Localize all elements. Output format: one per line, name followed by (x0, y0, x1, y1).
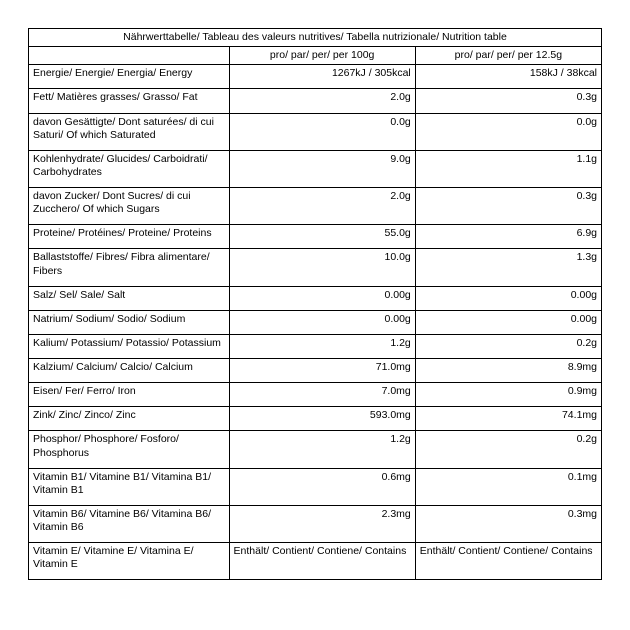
row-value-per100: 593.0mg (229, 407, 415, 431)
row-label: Eisen/ Fer/ Ferro/ Iron (29, 383, 230, 407)
table-title: Nährwerttabelle/ Tableau des valeurs nut… (29, 29, 602, 47)
row-value-per12-5: 0.2g (415, 431, 601, 468)
row-label: davon Zucker/ Dont Sucres/ di cui Zucche… (29, 188, 230, 225)
header-empty (29, 47, 230, 65)
row-value-per12-5: 1.1g (415, 150, 601, 187)
row-value-per100: 2.0g (229, 89, 415, 113)
nutrition-table-container: Nährwerttabelle/ Tableau des valeurs nut… (0, 0, 630, 608)
row-value-per100: 9.0g (229, 150, 415, 187)
table-header-row: pro/ par/ per/ per 100g pro/ par/ per/ p… (29, 47, 602, 65)
row-label: Energie/ Energie/ Energia/ Energy (29, 65, 230, 89)
row-value-per100: 1267kJ / 305kcal (229, 65, 415, 89)
row-value-per12-5: 6.9g (415, 225, 601, 249)
table-row: davon Gesättigte/ Dont saturées/ di cui … (29, 113, 602, 150)
table-title-row: Nährwerttabelle/ Tableau des valeurs nut… (29, 29, 602, 47)
row-value-per100: 2.3mg (229, 505, 415, 542)
table-row: Vitamin E/ Vitamine E/ Vitamina E/ Vitam… (29, 543, 602, 580)
table-row: Kalzium/ Calcium/ Calcio/ Calcium71.0mg8… (29, 359, 602, 383)
row-value-per12-5: 0.3mg (415, 505, 601, 542)
table-row: Zink/ Zinc/ Zinco/ Zinc593.0mg74.1mg (29, 407, 602, 431)
table-row: Proteine/ Protéines/ Proteine/ Proteins5… (29, 225, 602, 249)
row-value-per12-5: 0.00g (415, 286, 601, 310)
row-value-per100: Enthält/ Contient/ Contiene/ Contains (229, 543, 415, 580)
header-per12-5: pro/ par/ per/ per 12.5g (415, 47, 601, 65)
row-label: Ballaststoffe/ Fibres/ Fibra alimentare/… (29, 249, 230, 286)
row-label: Fett/ Matières grasses/ Grasso/ Fat (29, 89, 230, 113)
row-value-per100: 0.00g (229, 310, 415, 334)
table-row: Kohlenhydrate/ Glucides/ Carboidrati/ Ca… (29, 150, 602, 187)
row-label: Vitamin B1/ Vitamine B1/ Vitamina B1/ Vi… (29, 468, 230, 505)
row-label: Natrium/ Sodium/ Sodio/ Sodium (29, 310, 230, 334)
row-label: Proteine/ Protéines/ Proteine/ Proteins (29, 225, 230, 249)
row-label: Vitamin B6/ Vitamine B6/ Vitamina B6/ Vi… (29, 505, 230, 542)
table-row: Kalium/ Potassium/ Potassio/ Potassium1.… (29, 334, 602, 358)
table-row: Salz/ Sel/ Sale/ Salt0.00g0.00g (29, 286, 602, 310)
row-value-per100: 0.00g (229, 286, 415, 310)
table-row: davon Zucker/ Dont Sucres/ di cui Zucche… (29, 188, 602, 225)
header-per100: pro/ par/ per/ per 100g (229, 47, 415, 65)
row-value-per100: 7.0mg (229, 383, 415, 407)
row-value-per12-5: 158kJ / 38kcal (415, 65, 601, 89)
row-label: davon Gesättigte/ Dont saturées/ di cui … (29, 113, 230, 150)
row-label: Zink/ Zinc/ Zinco/ Zinc (29, 407, 230, 431)
table-row: Phosphor/ Phosphore/ Fosforo/ Phosphorus… (29, 431, 602, 468)
row-value-per12-5: 0.9mg (415, 383, 601, 407)
row-label: Salz/ Sel/ Sale/ Salt (29, 286, 230, 310)
row-value-per12-5: 0.3g (415, 188, 601, 225)
row-value-per100: 1.2g (229, 431, 415, 468)
row-value-per100: 10.0g (229, 249, 415, 286)
row-value-per100: 1.2g (229, 334, 415, 358)
row-value-per100: 71.0mg (229, 359, 415, 383)
row-label: Kalium/ Potassium/ Potassio/ Potassium (29, 334, 230, 358)
row-value-per12-5: Enthält/ Contient/ Contiene/ Contains (415, 543, 601, 580)
row-value-per12-5: 1.3g (415, 249, 601, 286)
row-value-per100: 0.0g (229, 113, 415, 150)
row-value-per12-5: 74.1mg (415, 407, 601, 431)
row-value-per100: 0.6mg (229, 468, 415, 505)
table-row: Natrium/ Sodium/ Sodio/ Sodium0.00g0.00g (29, 310, 602, 334)
row-label: Phosphor/ Phosphore/ Fosforo/ Phosphorus (29, 431, 230, 468)
table-row: Ballaststoffe/ Fibres/ Fibra alimentare/… (29, 249, 602, 286)
row-label: Kalzium/ Calcium/ Calcio/ Calcium (29, 359, 230, 383)
row-value-per12-5: 0.1mg (415, 468, 601, 505)
table-row: Vitamin B6/ Vitamine B6/ Vitamina B6/ Vi… (29, 505, 602, 542)
row-value-per12-5: 8.9mg (415, 359, 601, 383)
nutrition-table: Nährwerttabelle/ Tableau des valeurs nut… (28, 28, 602, 580)
table-row: Vitamin B1/ Vitamine B1/ Vitamina B1/ Vi… (29, 468, 602, 505)
row-label: Kohlenhydrate/ Glucides/ Carboidrati/ Ca… (29, 150, 230, 187)
row-value-per100: 55.0g (229, 225, 415, 249)
row-value-per12-5: 0.0g (415, 113, 601, 150)
row-value-per100: 2.0g (229, 188, 415, 225)
table-row: Energie/ Energie/ Energia/ Energy1267kJ … (29, 65, 602, 89)
row-label: Vitamin E/ Vitamine E/ Vitamina E/ Vitam… (29, 543, 230, 580)
row-value-per12-5: 0.3g (415, 89, 601, 113)
row-value-per12-5: 0.2g (415, 334, 601, 358)
table-row: Fett/ Matières grasses/ Grasso/ Fat2.0g0… (29, 89, 602, 113)
table-row: Eisen/ Fer/ Ferro/ Iron7.0mg0.9mg (29, 383, 602, 407)
row-value-per12-5: 0.00g (415, 310, 601, 334)
